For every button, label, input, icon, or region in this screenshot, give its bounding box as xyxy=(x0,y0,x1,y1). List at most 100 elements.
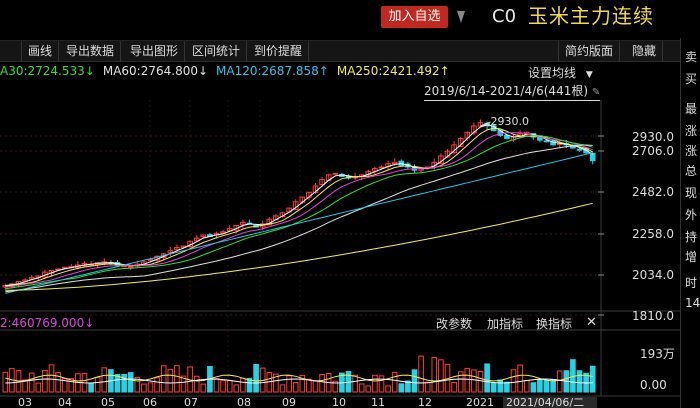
price-tick: 2034.0 xyxy=(632,268,674,282)
date-tick: 06 xyxy=(143,396,157,408)
volume-bar xyxy=(306,378,312,393)
volume-bar xyxy=(497,379,504,393)
volume-bar xyxy=(233,384,240,393)
volume-bar xyxy=(35,382,42,393)
volume-bar xyxy=(48,364,55,393)
volume-bar xyxy=(543,379,550,393)
volume-indicator-value: 2:460769.000↓ xyxy=(0,316,95,330)
volume-bar xyxy=(352,374,358,393)
close-icon[interactable]: ✕ xyxy=(586,315,597,330)
kline-chart[interactable]: 2930.0 xyxy=(0,0,680,408)
date-tick: 09 xyxy=(282,396,296,408)
side-label: 涨 xyxy=(685,144,698,158)
price-tick: 2258.0 xyxy=(632,227,674,241)
side-label: 持 xyxy=(685,230,698,244)
volume-bar xyxy=(391,371,398,393)
date-tick: 07 xyxy=(184,396,198,408)
candle-body xyxy=(220,231,226,234)
volume-bar xyxy=(471,369,477,393)
ma120-value: MA120:2687.858↑ xyxy=(216,64,329,78)
ma10-line xyxy=(5,127,593,287)
switch-indicator-button[interactable]: 换指标 xyxy=(536,317,573,331)
date-tick: 04 xyxy=(58,396,72,408)
price-tick: 2706.0 xyxy=(632,144,674,158)
volume-bar xyxy=(490,382,497,393)
add-indicator-button[interactable]: 加指标 xyxy=(487,317,524,331)
date-tick: 12 xyxy=(418,396,432,408)
side-label: 买 xyxy=(685,72,698,86)
candle-body xyxy=(28,277,35,280)
volume-bar xyxy=(556,370,563,393)
volume-bar xyxy=(121,373,127,393)
volume-bar xyxy=(365,385,372,393)
volume-bar xyxy=(273,373,279,393)
compact-layout-button[interactable]: 简约版面 xyxy=(558,41,621,62)
volume-bar xyxy=(484,363,490,393)
candle-body xyxy=(200,234,207,238)
volume-bar xyxy=(94,376,101,393)
volume-bar xyxy=(114,373,121,393)
volume-bar xyxy=(42,369,48,393)
date-tick: 10 xyxy=(332,396,346,408)
export-data-button[interactable]: 导出数据 xyxy=(60,41,122,62)
triangle-down-icon: ▼ xyxy=(585,70,593,80)
volume-bar xyxy=(517,364,523,393)
volume-bar xyxy=(537,378,543,393)
volume-bar xyxy=(141,383,147,393)
ma30-value: A30:2724.533↓ xyxy=(0,64,95,78)
volume-bar xyxy=(312,380,319,393)
volume-ma5-line xyxy=(5,374,593,382)
volume-bar xyxy=(418,355,424,393)
time-tab[interactable]: 时 xyxy=(685,276,698,290)
ma30-line xyxy=(5,135,593,290)
volume-bar xyxy=(160,365,167,393)
draw-line-button[interactable]: 画线 xyxy=(22,41,60,62)
ma20-line xyxy=(5,132,593,288)
volume-bar xyxy=(246,377,253,393)
ma250-value: MA250:2421.492↑ xyxy=(336,64,450,78)
volume-bar xyxy=(438,359,444,393)
volume-bar xyxy=(405,380,411,393)
cursor-date-label: 2021/04/06/二 xyxy=(503,397,597,408)
side-label: 卖 xyxy=(685,50,698,64)
candle-body xyxy=(332,172,339,175)
quote-side-panel: 卖 买 最 涨 涨 总 现 外 持 增 时 14 xyxy=(680,38,700,408)
volume-bar xyxy=(523,380,530,393)
volume-bar xyxy=(358,383,365,393)
volume-bar xyxy=(2,371,9,393)
volume-bar xyxy=(174,365,180,393)
candle-body xyxy=(193,237,200,242)
candle-body xyxy=(543,140,550,143)
volume-bar xyxy=(101,367,108,393)
volume-tick: 0.00 xyxy=(640,378,667,392)
volume-bar xyxy=(286,375,292,393)
ma60-line xyxy=(5,144,593,293)
range-stats-button[interactable]: 区间统计 xyxy=(186,41,248,62)
date-tick: 2021 xyxy=(466,396,494,408)
volume-bar xyxy=(279,384,286,393)
ma-settings-label: 设置均线 xyxy=(528,66,577,80)
range-label: 2019/6/14-2021/4/6(441根) ✎ xyxy=(424,84,601,101)
volume-bar xyxy=(193,375,200,393)
volume-bar xyxy=(134,377,141,393)
volume-bar xyxy=(385,385,391,393)
hide-button[interactable]: 隐藏 xyxy=(626,41,664,62)
candle-body xyxy=(147,258,154,262)
candle-body xyxy=(378,166,385,169)
ma-settings-button[interactable]: 设置均线 ▼ xyxy=(528,64,593,81)
add-to-watchlist-button[interactable]: 加入自选 xyxy=(381,6,448,28)
export-chart-button[interactable]: 导出图形 xyxy=(124,41,186,62)
volume-bar xyxy=(180,375,187,393)
volume-bar xyxy=(292,382,299,393)
contract-code: C0 xyxy=(492,6,517,27)
edit-params-button[interactable]: 改参数 xyxy=(436,317,473,331)
chevron-down-icon[interactable] xyxy=(456,8,466,26)
volume-bar xyxy=(464,367,471,393)
volume-bar xyxy=(431,357,438,393)
peak-annotation: 2930.0 xyxy=(491,115,530,128)
price-alert-button[interactable]: 到价提醒 xyxy=(248,41,310,62)
pin-icon[interactable]: ✎ xyxy=(591,87,601,98)
volume-bar xyxy=(457,371,464,393)
candle-body xyxy=(319,179,325,186)
volume-bar xyxy=(167,368,174,393)
